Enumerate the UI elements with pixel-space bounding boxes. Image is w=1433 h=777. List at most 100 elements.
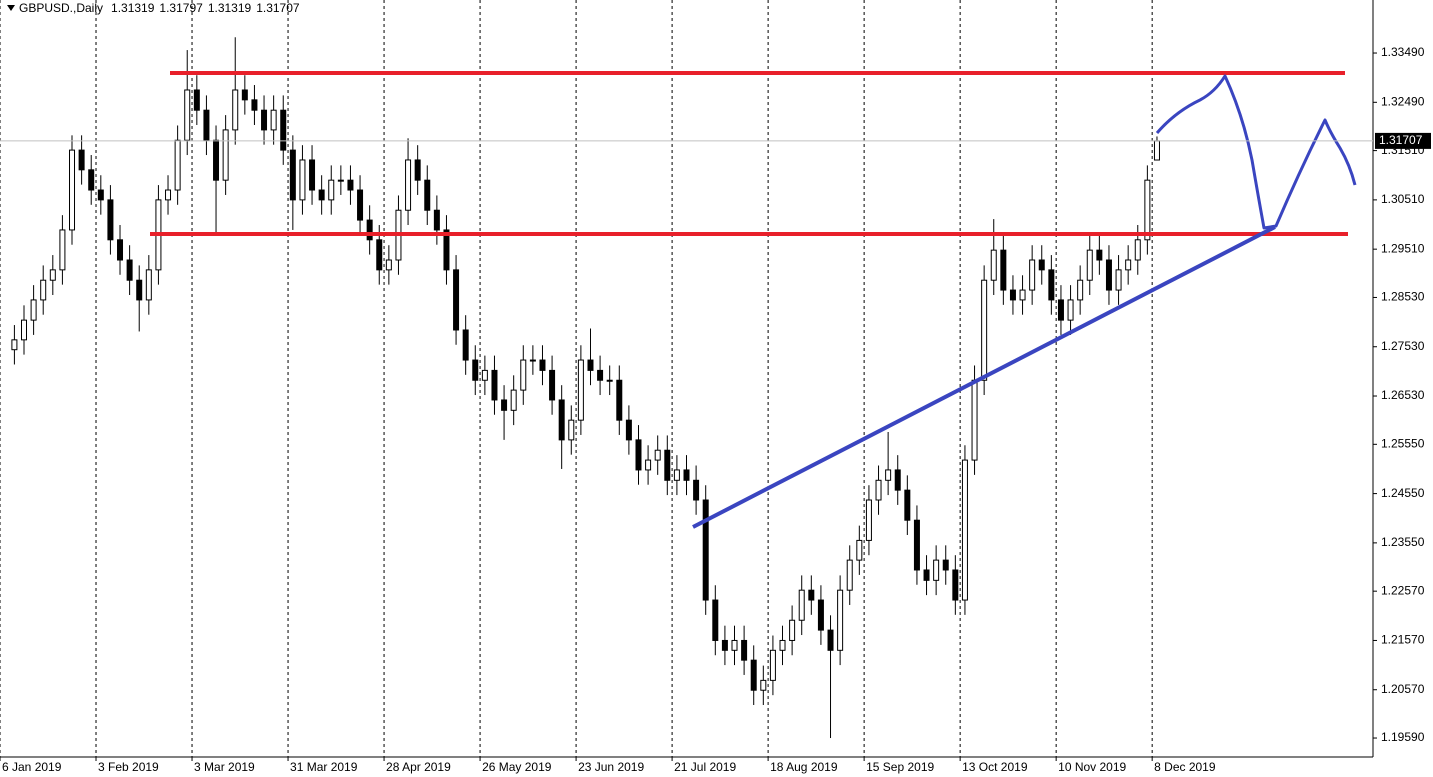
candle-body — [145, 269, 152, 301]
candle-body — [481, 369, 488, 381]
candle-body — [846, 559, 853, 591]
candle-body — [1096, 249, 1103, 261]
candle-body — [510, 389, 517, 411]
grid — [0, 0, 1153, 757]
candle-body — [1077, 279, 1084, 301]
candle-body — [414, 159, 421, 181]
candle-body — [40, 279, 47, 301]
candle-body — [1067, 299, 1074, 321]
price-label: 1.31707 — [1379, 133, 1423, 147]
candle-body — [837, 589, 844, 651]
candle-body — [1019, 289, 1026, 301]
candle-body — [30, 299, 37, 321]
candle-body — [990, 249, 997, 281]
candle-body — [885, 469, 892, 481]
candle-body — [337, 179, 344, 182]
low-value: 1.31319 — [208, 1, 252, 15]
x-tick-label: 3 Mar 2019 — [194, 760, 255, 774]
candle-body — [462, 329, 469, 361]
y-tick-label: 1.21570 — [1381, 633, 1425, 647]
y-tick-label: 1.30510 — [1381, 192, 1425, 206]
candle-body — [1009, 289, 1016, 301]
candle-body — [78, 149, 85, 171]
candle-body — [222, 129, 229, 181]
candle-body — [654, 449, 661, 461]
x-tick-label: 21 Jul 2019 — [674, 760, 736, 774]
candle-body — [309, 159, 316, 191]
candle-body — [289, 149, 296, 201]
candle-body — [21, 319, 28, 341]
x-tick-label: 6 Jan 2019 — [2, 760, 62, 774]
candle-body — [165, 189, 172, 201]
candle-body — [241, 89, 248, 101]
candle-body — [913, 519, 920, 571]
candle-body — [645, 459, 652, 471]
x-tick-label: 13 Oct 2019 — [962, 760, 1028, 774]
candle-body — [405, 159, 412, 211]
candle-body — [174, 139, 181, 191]
y-tick-label: 1.25550 — [1381, 436, 1425, 450]
candle-body — [433, 209, 440, 231]
candle-body — [779, 639, 786, 651]
candle-body — [1125, 259, 1132, 271]
y-tick-label: 1.20570 — [1381, 682, 1425, 696]
candle-body — [193, 89, 200, 111]
candle-body — [923, 569, 930, 581]
candle-body — [731, 639, 738, 651]
candle-body — [808, 589, 815, 601]
candle-body — [1057, 299, 1064, 321]
candle-body — [1153, 140, 1160, 161]
candle-body — [49, 269, 56, 281]
candle-body — [203, 109, 210, 141]
candle-body — [97, 189, 104, 201]
y-tick-label: 1.28530 — [1381, 290, 1425, 304]
candle-body — [136, 279, 143, 301]
candle-body — [597, 369, 604, 381]
candle-body — [501, 399, 508, 411]
candle-body — [875, 479, 882, 501]
candle-body — [376, 239, 383, 271]
candle-body — [453, 269, 460, 331]
candle-body — [712, 599, 719, 641]
y-tick-label: 1.29510 — [1381, 241, 1425, 255]
collapse-icon — [7, 5, 15, 11]
candle-body — [1038, 259, 1045, 271]
y-tick-label: 1.22570 — [1381, 583, 1425, 597]
candle-body — [760, 679, 767, 691]
x-tick-label: 26 May 2019 — [482, 760, 552, 774]
candle-body — [126, 259, 133, 281]
candle-body — [789, 619, 796, 641]
candle-body — [1105, 259, 1112, 291]
axes: 6 Jan 2019 3 Feb 2019 3 Mar 2019 31 Mar 201… — [0, 45, 1431, 774]
x-tick-label: 8 Dec 2019 — [1154, 760, 1216, 774]
candle-body — [117, 239, 124, 261]
y-tick-label: 1.26530 — [1381, 388, 1425, 402]
candle-body — [88, 169, 95, 191]
y-tick-label: 1.33490 — [1381, 45, 1425, 59]
candle-body — [587, 359, 594, 371]
candle-body — [952, 569, 959, 601]
chart-header: GBPUSD.,Daily 1.31319 1.31797 1.31319 1.3170… — [19, 1, 300, 15]
x-tick-label: 10 Nov 2019 — [1058, 760, 1126, 774]
price-box — [1375, 132, 1431, 149]
candle-body — [606, 379, 613, 382]
candle-body — [616, 379, 623, 421]
candle-body — [635, 439, 642, 471]
candle-body — [385, 259, 392, 271]
candle-body — [280, 109, 287, 151]
candle-body — [558, 399, 565, 441]
candle-body — [59, 229, 66, 271]
candle-body — [702, 499, 709, 601]
candle-body — [693, 479, 700, 501]
candle-body — [491, 369, 498, 401]
candle-body — [721, 639, 728, 651]
candle-body — [357, 189, 364, 221]
x-tick-label: 18 Aug 2019 — [770, 760, 838, 774]
candle-body — [1144, 179, 1151, 241]
candle-body — [894, 469, 901, 491]
candle-body — [981, 279, 988, 381]
y-tick-label: 1.27530 — [1381, 339, 1425, 353]
candle-body — [865, 499, 872, 541]
